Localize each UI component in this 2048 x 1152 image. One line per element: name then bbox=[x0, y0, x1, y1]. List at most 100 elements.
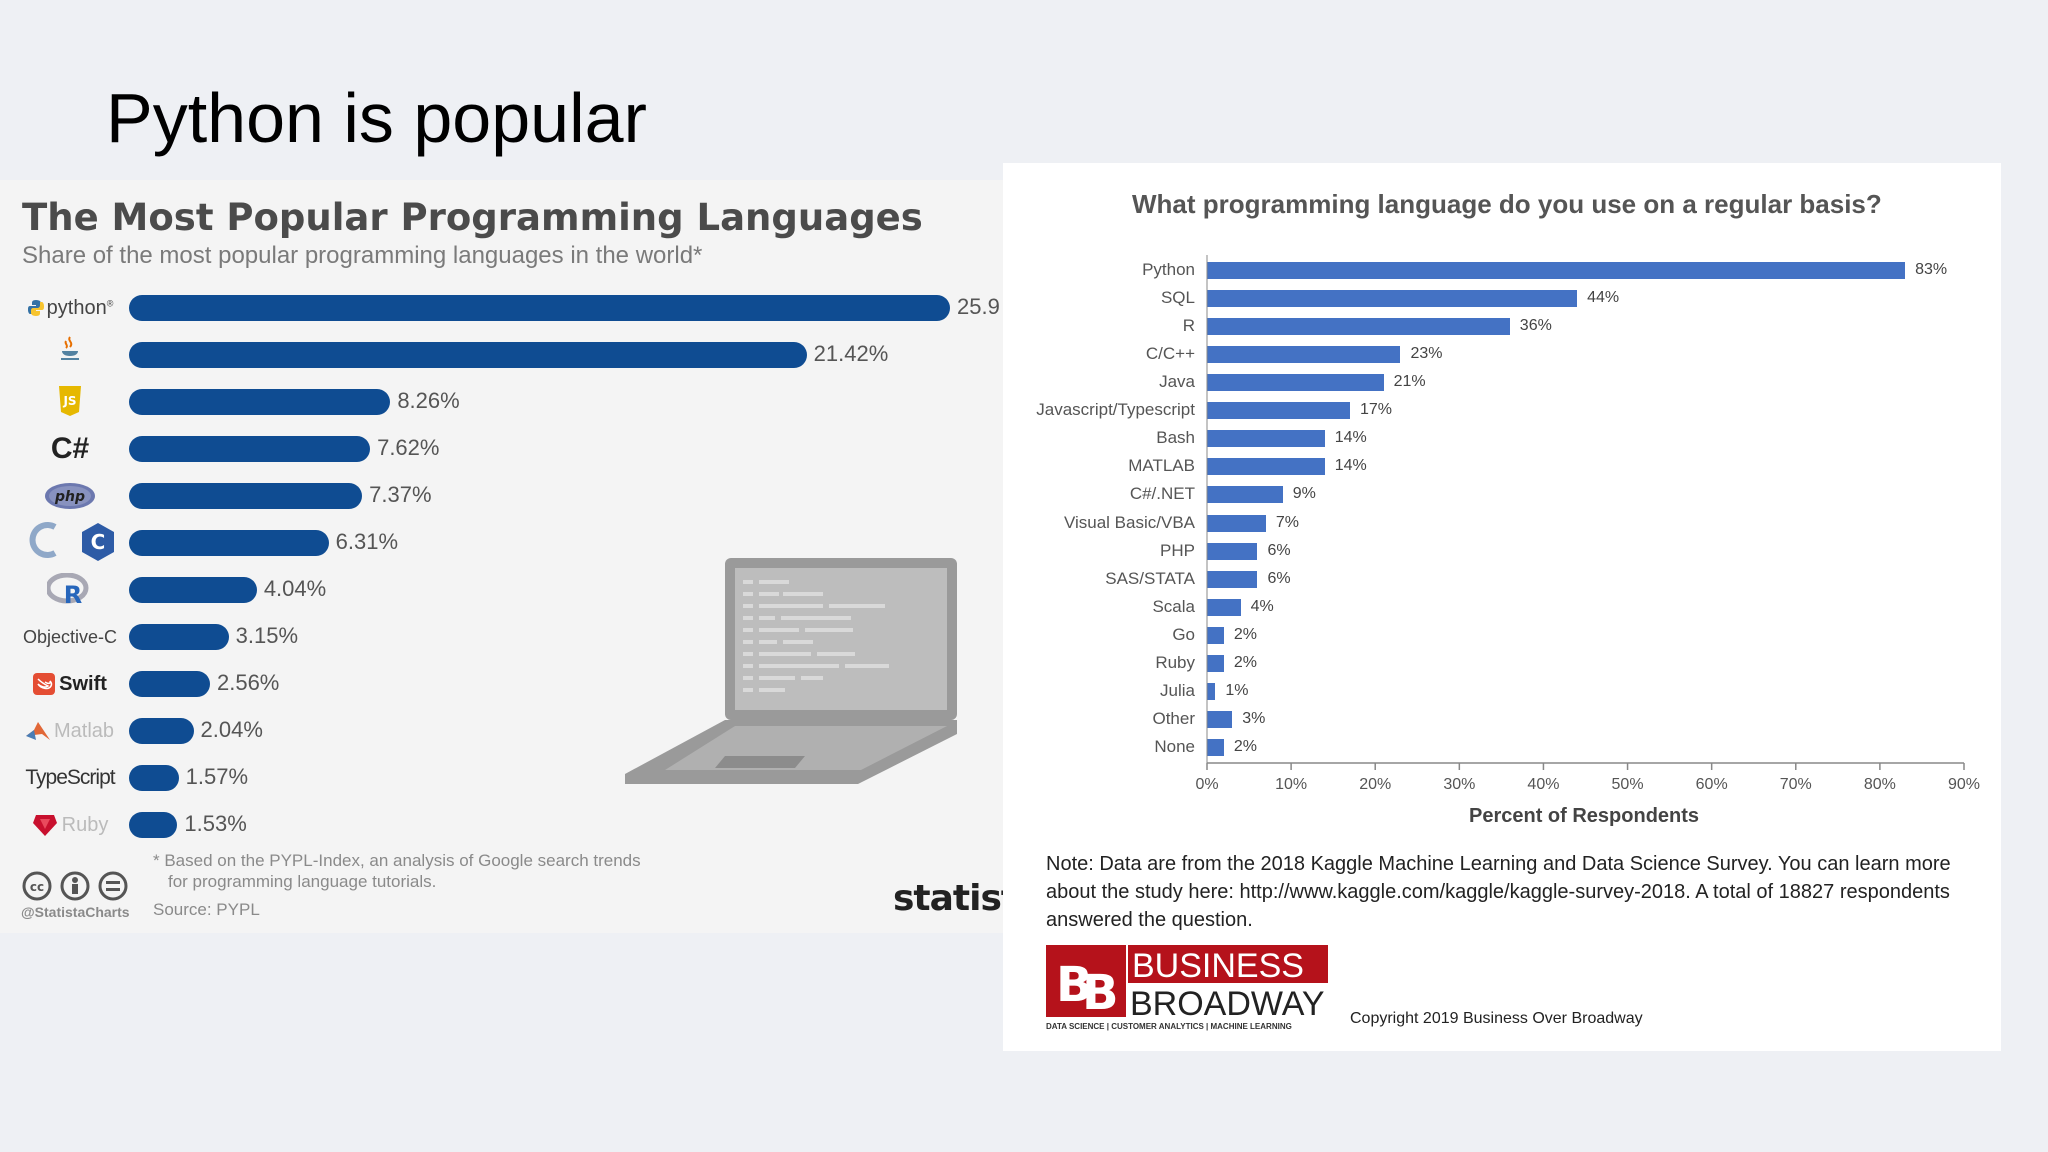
kaggle-x-axis bbox=[1206, 255, 1965, 770]
kaggle-value-label: 7% bbox=[1275, 513, 1299, 531]
statista-bar bbox=[129, 530, 329, 556]
statista-category-r: R bbox=[16, 572, 124, 608]
category-label: Ruby bbox=[61, 813, 109, 836]
kaggle-bar bbox=[1207, 290, 1578, 308]
kaggle-chart-title: What programming language do you use on … bbox=[1132, 189, 1882, 219]
statista-category-javascript: JS bbox=[16, 384, 124, 420]
statista-value-label: 25.9 bbox=[957, 294, 1000, 319]
statista-bar bbox=[129, 624, 229, 650]
statista-value-label: 2.56% bbox=[216, 670, 280, 695]
kaggle-category-label: PHP bbox=[1160, 540, 1195, 560]
business-broadway-logo: B B BUSINESS BROADWAY DATA SCIENCE | CUS… bbox=[1046, 945, 1328, 1031]
python-icon bbox=[27, 299, 45, 317]
statista-footnote-line2: for programming language tutorials. bbox=[168, 872, 437, 891]
kaggle-bar bbox=[1207, 458, 1325, 476]
kaggle-value-label: 6% bbox=[1267, 541, 1291, 559]
statista-value-label: 2.04% bbox=[200, 717, 263, 742]
svg-text:C: C bbox=[91, 530, 106, 554]
kaggle-bar bbox=[1207, 682, 1216, 700]
kaggle-bar bbox=[1207, 542, 1258, 560]
kaggle-chart-panel: What programming language do you use on … bbox=[1003, 163, 2001, 1051]
kaggle-x-tick-label: 20% bbox=[1359, 776, 1392, 793]
kaggle-category-label: C/C++ bbox=[1145, 344, 1195, 364]
statista-value-label: 7.37% bbox=[369, 482, 432, 507]
statista-value-label: 1.57% bbox=[185, 764, 249, 789]
kaggle-value-label: 44% bbox=[1587, 289, 1620, 307]
statista-category-c-cpp: C bbox=[16, 522, 124, 561]
kaggle-bar bbox=[1207, 710, 1233, 728]
logo-letter-b1: B bbox=[1056, 957, 1093, 1013]
statista-value-label: 21.42% bbox=[813, 341, 889, 366]
statista-bar bbox=[129, 577, 257, 603]
kaggle-bar bbox=[1207, 318, 1510, 336]
kaggle-bar bbox=[1207, 346, 1401, 364]
kaggle-value-label: 2% bbox=[1233, 738, 1257, 756]
svg-text:php: php bbox=[54, 489, 85, 505]
logo-letter-b2: B bbox=[1082, 965, 1119, 1021]
statista-category-csharp: C# bbox=[16, 431, 124, 467]
kaggle-x-tick-label: 30% bbox=[1443, 776, 1476, 793]
statista-bar bbox=[129, 342, 807, 368]
kaggle-category-label: C#/.NET bbox=[1129, 484, 1195, 504]
kaggle-bar bbox=[1207, 514, 1266, 532]
kaggle-value-label: 21% bbox=[1393, 373, 1426, 391]
statista-value-label: 6.31% bbox=[335, 529, 399, 554]
statista-value-label: 7.62% bbox=[377, 435, 440, 460]
kaggle-value-label: 2% bbox=[1233, 625, 1257, 643]
kaggle-value-label: 9% bbox=[1292, 485, 1316, 503]
statista-bar bbox=[129, 671, 210, 697]
slide-title: Python is popular bbox=[106, 79, 647, 157]
statista-value-label: 3.15% bbox=[235, 623, 299, 648]
kaggle-bar bbox=[1207, 570, 1258, 588]
kaggle-value-label: 3% bbox=[1242, 709, 1266, 727]
c-cpp-icon: C bbox=[25, 521, 115, 565]
kaggle-bar bbox=[1207, 374, 1384, 392]
statista-footnote-line1: * Based on the PYPL-Index, an analysis o… bbox=[153, 851, 641, 870]
statista-value-label: 1.53% bbox=[184, 811, 247, 836]
statista-value-label: 8.26% bbox=[397, 388, 460, 413]
kaggle-survey-note: Note: Data are from the 2018 Kaggle Mach… bbox=[1046, 853, 1951, 931]
kaggle-category-label: Javascript/Typescript bbox=[1036, 400, 1195, 420]
category-label: Objective-C bbox=[22, 626, 118, 647]
statista-source: Source: PYPL bbox=[153, 900, 260, 919]
statista-category-php: php bbox=[16, 478, 124, 514]
kaggle-value-label: 83% bbox=[1915, 261, 1948, 278]
statista-category-ruby: Ruby bbox=[16, 807, 124, 843]
category-label: Swift bbox=[59, 672, 107, 695]
svg-text:R: R bbox=[64, 581, 82, 607]
kaggle-category-label: Python bbox=[1142, 260, 1195, 279]
category-label: TypeScript bbox=[25, 766, 115, 789]
statista-bar bbox=[129, 718, 194, 744]
kaggle-category-label: Other bbox=[1152, 708, 1195, 728]
statista-bar bbox=[129, 389, 391, 415]
php-icon: php bbox=[44, 482, 96, 510]
kaggle-x-tick-label: 50% bbox=[1611, 776, 1644, 793]
svg-text:JS: JS bbox=[62, 394, 76, 408]
kaggle-category-label: Julia bbox=[1160, 680, 1195, 700]
swift-icon bbox=[33, 673, 56, 695]
kaggle-x-tick-label: 70% bbox=[1779, 776, 1812, 793]
statista-bar bbox=[129, 812, 178, 838]
statista-category-typescript: TypeScript bbox=[16, 760, 124, 796]
kaggle-bar bbox=[1207, 654, 1224, 672]
r-icon: R bbox=[47, 573, 93, 607]
kaggle-x-tick-label: 10% bbox=[1275, 776, 1308, 793]
kaggle-x-tick-label: 90% bbox=[1947, 776, 1981, 793]
statista-handle: @StatistaCharts bbox=[21, 904, 130, 920]
kaggle-category-label: Go bbox=[1172, 624, 1195, 644]
kaggle-value-label: 6% bbox=[1267, 569, 1291, 587]
statista-chart-title: The Most Popular Programming Languages bbox=[22, 196, 923, 239]
logo-broadway: BROADWAY bbox=[1130, 985, 1325, 1023]
statista-bar bbox=[129, 295, 950, 321]
category-label: python® bbox=[46, 296, 114, 319]
copyright: Copyright 2019 Business Over Broadway bbox=[1350, 1010, 1643, 1027]
matlab-icon bbox=[25, 720, 50, 742]
kaggle-value-label: 1% bbox=[1225, 681, 1249, 699]
svg-text:cc: cc bbox=[30, 880, 44, 894]
kaggle-value-label: 14% bbox=[1334, 457, 1367, 475]
logo-tagline: DATA SCIENCE | CUSTOMER ANALYTICS | MACH… bbox=[1046, 1022, 1292, 1031]
category-label: Matlab bbox=[53, 719, 115, 742]
kaggle-category-label: SAS/STATA bbox=[1105, 568, 1195, 588]
kaggle-category-label: None bbox=[1154, 737, 1195, 757]
ruby-icon bbox=[32, 813, 58, 837]
